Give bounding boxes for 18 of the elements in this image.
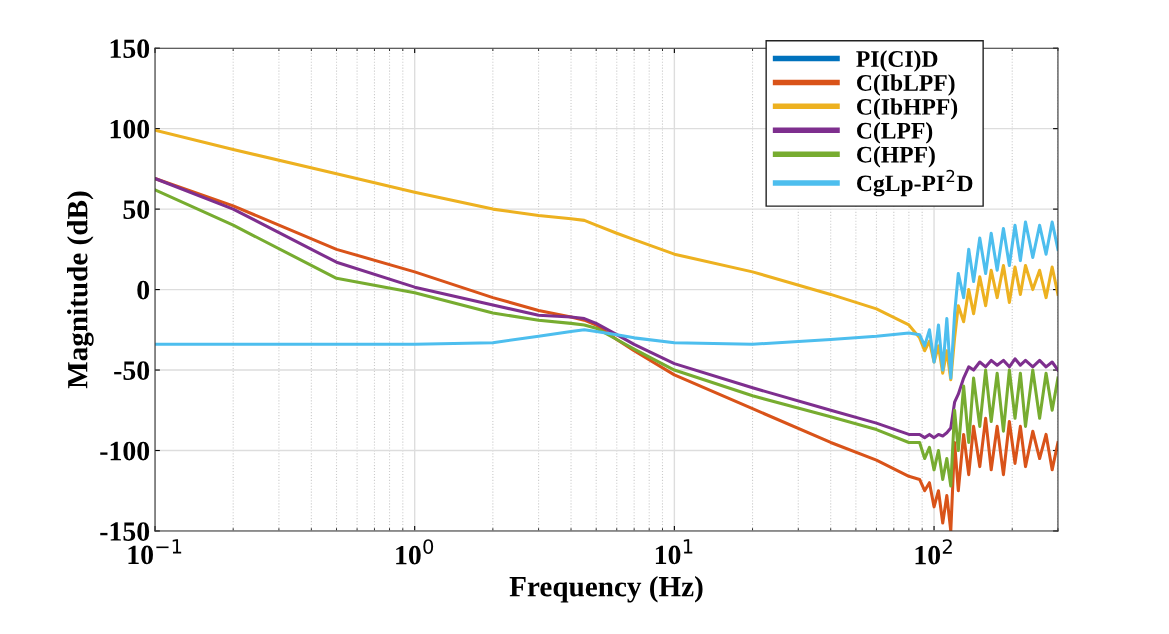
legend-label: C(HPF) xyxy=(857,146,935,168)
legend-label: C(IbHPF) xyxy=(857,98,958,120)
legend-label: C(IbLPF) xyxy=(857,74,955,96)
y-axis-title: Magnitude (dB) xyxy=(67,191,94,389)
y-tick-label: 150 xyxy=(110,39,150,59)
x-tick-label: 10$^{2}$ xyxy=(915,539,952,565)
x-tick-label: 10$^{1}$ xyxy=(655,539,693,565)
legend-label: CgLp-PI$^{2}$D xyxy=(857,169,973,197)
x-tick-label: 10$^{0}$ xyxy=(396,539,434,565)
y-tick-label: 50 xyxy=(123,200,150,220)
y-tick-label: -50 xyxy=(114,361,150,380)
y-tick-label: -100 xyxy=(100,441,150,461)
y-tick-label: 0 xyxy=(137,280,150,300)
legend-label: C(LPF) xyxy=(857,122,933,144)
x-axis-title: Frequency (Hz) xyxy=(509,575,703,603)
y-tick-label: -150 xyxy=(100,522,150,541)
y-tick-label: 100 xyxy=(110,119,150,139)
legend-label: PI(CI)D xyxy=(856,50,938,72)
